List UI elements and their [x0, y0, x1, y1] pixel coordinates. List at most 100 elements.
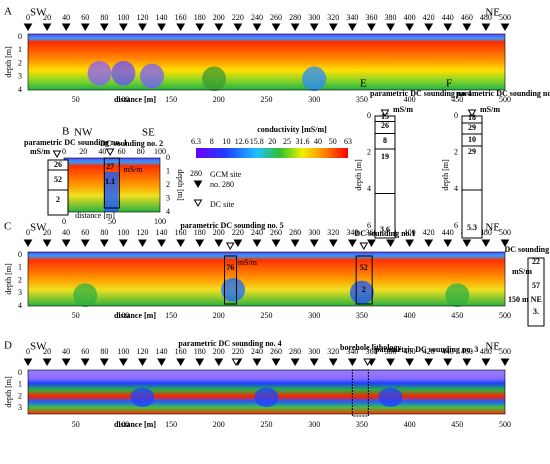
top-tick-label: 420 [423, 13, 435, 22]
top-tick-label: 80 [100, 228, 108, 237]
colorbar-tick-label: 8 [210, 137, 214, 146]
top-tick-label: 80 [100, 13, 108, 22]
top-tick-label: 460 [461, 13, 473, 22]
bottom-tick-label: 350 [356, 311, 368, 320]
top-tick-label: 140 [156, 347, 168, 356]
depth-tick-label: 0 [18, 368, 22, 377]
top-tick-label: 60 [81, 13, 89, 22]
top-tick-label: 20 [79, 147, 87, 156]
top-tick-label: 460 [461, 347, 473, 356]
colorbar-tick-label: 50 [329, 137, 337, 146]
site-marker [443, 358, 453, 366]
bottom-tick-label: 0 [62, 217, 66, 226]
section-anomaly [254, 387, 279, 407]
top-tick-label: 200 [213, 13, 225, 22]
layer-value: 29 [468, 147, 476, 156]
site-marker [481, 23, 491, 31]
sounding-title: DC sounding no. 2 [100, 139, 163, 148]
site-marker [42, 358, 52, 366]
site-marker [176, 239, 186, 247]
unit-label: mS/m [480, 105, 500, 114]
bottom-tick-label: 150 [165, 311, 177, 320]
site-marker [23, 239, 33, 247]
depth-tick-label: 3 [166, 193, 170, 202]
top-tick-label: 260 [270, 347, 282, 356]
top-tick-label: 100 [117, 228, 129, 237]
top-tick-label: 0 [26, 13, 30, 22]
direction-label: NE [485, 7, 500, 19]
bottom-tick-label: 450 [451, 95, 463, 104]
top-tick-label: 80 [100, 347, 108, 356]
y-axis-label: depth [m] [354, 159, 363, 191]
depth-tick-label: 1 [18, 380, 22, 389]
section-anomaly [378, 387, 403, 407]
top-tick-label: 220 [232, 347, 244, 356]
site-marker [271, 239, 281, 247]
top-tick-label: 340 [346, 347, 358, 356]
site-marker [481, 239, 491, 247]
site-marker [405, 23, 414, 31]
site-marker [23, 358, 33, 366]
site-marker [309, 23, 319, 31]
site-marker [61, 23, 71, 31]
section-anomaly [87, 60, 112, 86]
site-marker [214, 23, 224, 31]
depth-tick-label: 2 [18, 391, 22, 400]
top-tick-label: 240 [251, 347, 263, 356]
section-anomaly [111, 60, 136, 86]
layer-value: 15 [381, 112, 389, 121]
top-tick-label: 100 [154, 147, 166, 156]
sounding-column [374, 115, 396, 239]
site-marker [405, 358, 414, 366]
panel-letter: A [4, 6, 12, 18]
top-tick-label: 200 [213, 228, 225, 237]
top-tick-label: 280 [289, 228, 301, 237]
bottom-tick-label: 50 [72, 420, 80, 429]
site-marker [309, 239, 319, 247]
top-tick-label: 480 [480, 347, 492, 356]
y-axis-label: depth [m] [4, 376, 13, 408]
site-marker [157, 23, 166, 31]
layer-value: 10 [468, 135, 476, 144]
bottom-tick-label: 200 [213, 311, 225, 320]
layer-value: 8 [383, 136, 387, 145]
depth-tick-label: 2 [367, 147, 371, 156]
top-tick-label: 60 [118, 147, 126, 156]
top-tick-label: 240 [251, 13, 263, 22]
site-marker [386, 239, 395, 247]
site-marker [271, 23, 281, 31]
site-marker [119, 239, 128, 247]
site-marker [252, 23, 262, 31]
direction-label: SE [142, 127, 155, 139]
top-tick-label: 340 [346, 228, 358, 237]
top-tick-label: 120 [136, 13, 148, 22]
sounding-title: parametric DC sounding no. 3 [375, 345, 478, 354]
site-marker [359, 242, 369, 250]
section-anomaly [140, 63, 165, 89]
site-marker [80, 239, 90, 247]
site-marker [105, 148, 115, 156]
site-marker [195, 23, 205, 31]
bottom-tick-label: 450 [451, 420, 463, 429]
site-marker [80, 358, 90, 366]
site-marker [328, 239, 338, 247]
bottom-tick-label: 250 [261, 95, 273, 104]
bottom-tick-label: 350 [356, 420, 368, 429]
site-marker [500, 239, 510, 247]
direction-label: NW [74, 127, 93, 139]
section-frame [27, 33, 506, 91]
site-marker [193, 180, 203, 188]
site-marker [80, 23, 90, 31]
site-marker [424, 358, 434, 366]
sounding-column [527, 257, 545, 327]
top-tick-label: 60 [81, 347, 89, 356]
top-tick-label: 40 [62, 347, 70, 356]
site-marker [195, 358, 205, 366]
conductivity-section [28, 252, 505, 306]
site-marker [99, 358, 109, 366]
site-marker [42, 239, 52, 247]
site-marker [225, 242, 235, 250]
top-tick-label: 100 [117, 13, 129, 22]
layer-value: 52 [360, 263, 368, 272]
sounding-title: parametric DC sounding no. 1 [24, 138, 127, 147]
